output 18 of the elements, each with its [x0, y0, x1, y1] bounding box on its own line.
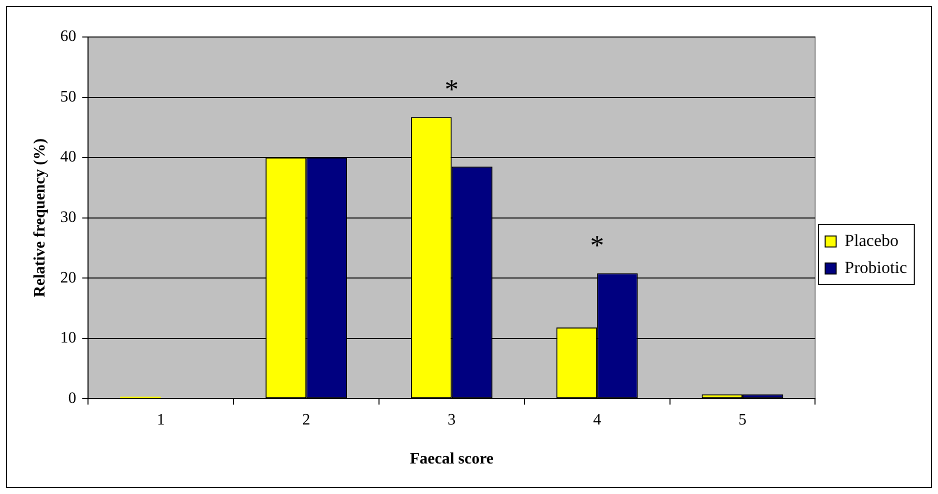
y-axis-title: Relative frequency (%)	[32, 138, 49, 298]
x-axis-title: Faecal score	[410, 450, 494, 468]
annotation: *	[590, 230, 604, 262]
y-tick-label: 0	[68, 390, 76, 407]
x-tick-label: 5	[738, 411, 746, 428]
x-tick-label: 1	[156, 411, 165, 428]
y-tick-label: 30	[60, 209, 76, 226]
x-tick-label: 2	[302, 411, 310, 428]
y-tick-label: 10	[60, 330, 76, 347]
x-tick-label: 3	[448, 411, 456, 428]
legend-label: Placebo	[844, 230, 898, 250]
legend-label: Probiotic	[844, 258, 908, 277]
y-tick-label: 60	[60, 28, 76, 46]
y-tick-label: 50	[60, 88, 76, 106]
y-tick-label: 40	[60, 148, 76, 166]
y-tick-label: 20	[60, 269, 76, 286]
x-tick-label: 4	[593, 411, 602, 428]
annotation: *	[444, 74, 459, 106]
